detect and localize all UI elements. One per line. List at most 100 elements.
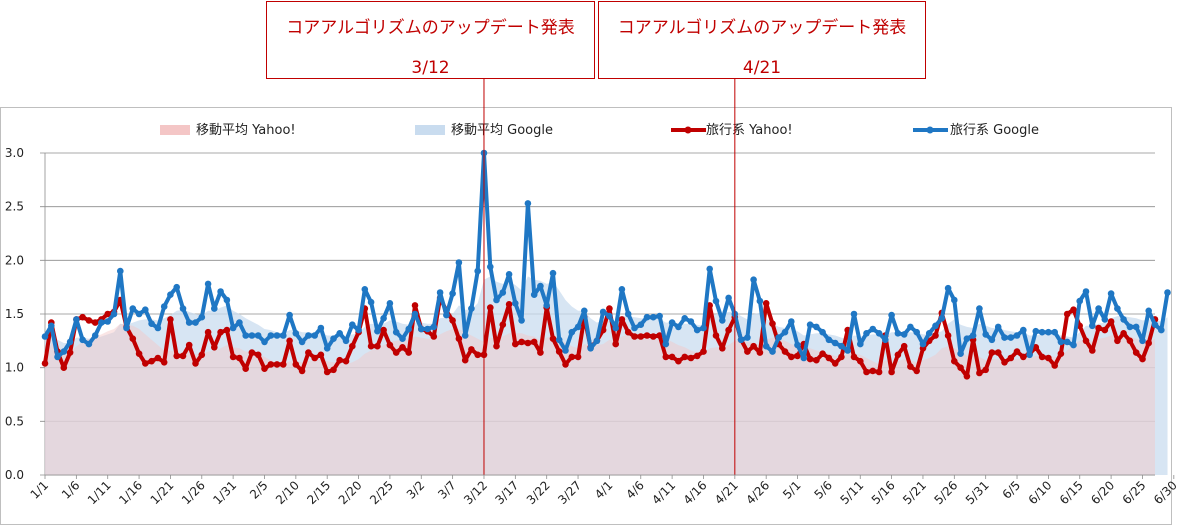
yahoo-point (455, 335, 463, 343)
google-point (261, 338, 268, 346)
google-point (1057, 338, 1065, 346)
x-tick-label: 1/26 (179, 478, 208, 507)
google-point (788, 318, 795, 325)
google-point (925, 330, 933, 337)
x-tick-label: 2/5 (247, 478, 271, 502)
google-point (66, 338, 74, 346)
google-point (330, 335, 337, 343)
x-tick-label: 3/2 (404, 478, 428, 502)
yahoo-point (487, 304, 494, 311)
yahoo-point (292, 361, 300, 368)
google-point (555, 336, 563, 344)
google-point (869, 325, 877, 333)
yahoo-point (342, 357, 350, 365)
google-point (185, 319, 193, 326)
google-point (637, 321, 645, 329)
google-point (1151, 321, 1159, 329)
google-point (706, 265, 713, 273)
yahoo-point (537, 349, 544, 356)
yahoo-point (242, 365, 249, 373)
google-point (650, 313, 657, 321)
google-point (1089, 322, 1096, 330)
google-point (430, 323, 438, 331)
yahoo-point (944, 332, 952, 339)
yahoo-point (1038, 353, 1046, 361)
google-point (988, 336, 996, 344)
google-point (405, 325, 413, 333)
yahoo-point (643, 332, 651, 339)
google-point (744, 334, 751, 341)
google-point (863, 330, 870, 337)
yahoo-point (1070, 306, 1077, 314)
yahoo-point (518, 338, 525, 346)
google-point (725, 294, 732, 302)
google-point (1126, 323, 1134, 331)
yahoo-point (1020, 353, 1027, 361)
google-point (693, 326, 701, 334)
yahoo-point (154, 354, 162, 362)
x-tick-label: 4/26 (743, 478, 772, 507)
yahoo-point (392, 349, 400, 356)
google-point (875, 330, 883, 337)
yahoo-point (606, 305, 613, 312)
x-tick-label: 4/6 (623, 478, 647, 502)
yahoo-point (530, 338, 538, 346)
google-point (1032, 327, 1040, 335)
google-point (681, 315, 688, 322)
google-point (1045, 328, 1052, 336)
yahoo-point (1145, 339, 1152, 347)
yahoo-point (179, 352, 187, 360)
yahoo-point (982, 366, 989, 374)
google-point (932, 322, 939, 330)
google-point (1070, 341, 1077, 349)
yahoo-point (461, 356, 469, 364)
yahoo-point (160, 359, 168, 366)
yahoo-point (907, 363, 914, 370)
google-point (41, 333, 49, 340)
yahoo-point (1126, 337, 1134, 345)
x-tick-label: 6/25 (1120, 478, 1149, 507)
google-point (204, 280, 212, 288)
google-point (606, 312, 613, 320)
yahoo-point (1101, 326, 1109, 334)
google-point (1038, 328, 1046, 336)
x-tick-label: 2/10 (273, 478, 302, 507)
yahoo-point (831, 360, 839, 367)
google-point (167, 291, 174, 299)
google-point (323, 345, 331, 352)
x-axis-labels: 1/1 1/6 1/11 1/16 1/21 1/26 1/31 2/5 2/10 2/15 2/2… (28, 474, 1180, 507)
y-axis-labels: 0.0 0.5 1.0 1.5 2.0 2.5 3.0 (5, 146, 24, 482)
yahoo-point (380, 326, 387, 334)
yahoo-point (719, 345, 726, 352)
google-point (418, 325, 425, 333)
moving-average-google-area (45, 276, 1168, 475)
google-point (775, 334, 782, 341)
series-lines (41, 149, 1171, 380)
google-point (907, 323, 914, 331)
y-tick-label: 1.0 (5, 361, 24, 375)
yahoo-point (1045, 354, 1052, 362)
google-series (41, 149, 1171, 362)
yahoo-point (1007, 354, 1015, 362)
x-tick-label: 1/6 (59, 478, 83, 502)
google-point (399, 335, 406, 343)
yahoo-point (1095, 324, 1102, 332)
google-point (229, 324, 237, 332)
yahoo-point (963, 373, 971, 380)
yahoo-point (248, 349, 256, 356)
google-point (756, 297, 764, 305)
google-point (530, 291, 538, 299)
yahoo-point (888, 368, 895, 376)
yahoo-point (411, 302, 419, 309)
y-tick-label: 3.0 (5, 146, 24, 160)
google-point (1051, 328, 1058, 336)
google-point (1007, 334, 1015, 341)
yahoo-point (374, 342, 381, 350)
yahoo-point (675, 357, 682, 365)
yahoo-point (750, 342, 757, 350)
x-tick-label: 6/5 (1000, 478, 1024, 502)
google-point (631, 324, 638, 332)
x-tick-label: 2/15 (304, 478, 333, 507)
google-point (599, 308, 607, 316)
google-point (311, 332, 319, 339)
